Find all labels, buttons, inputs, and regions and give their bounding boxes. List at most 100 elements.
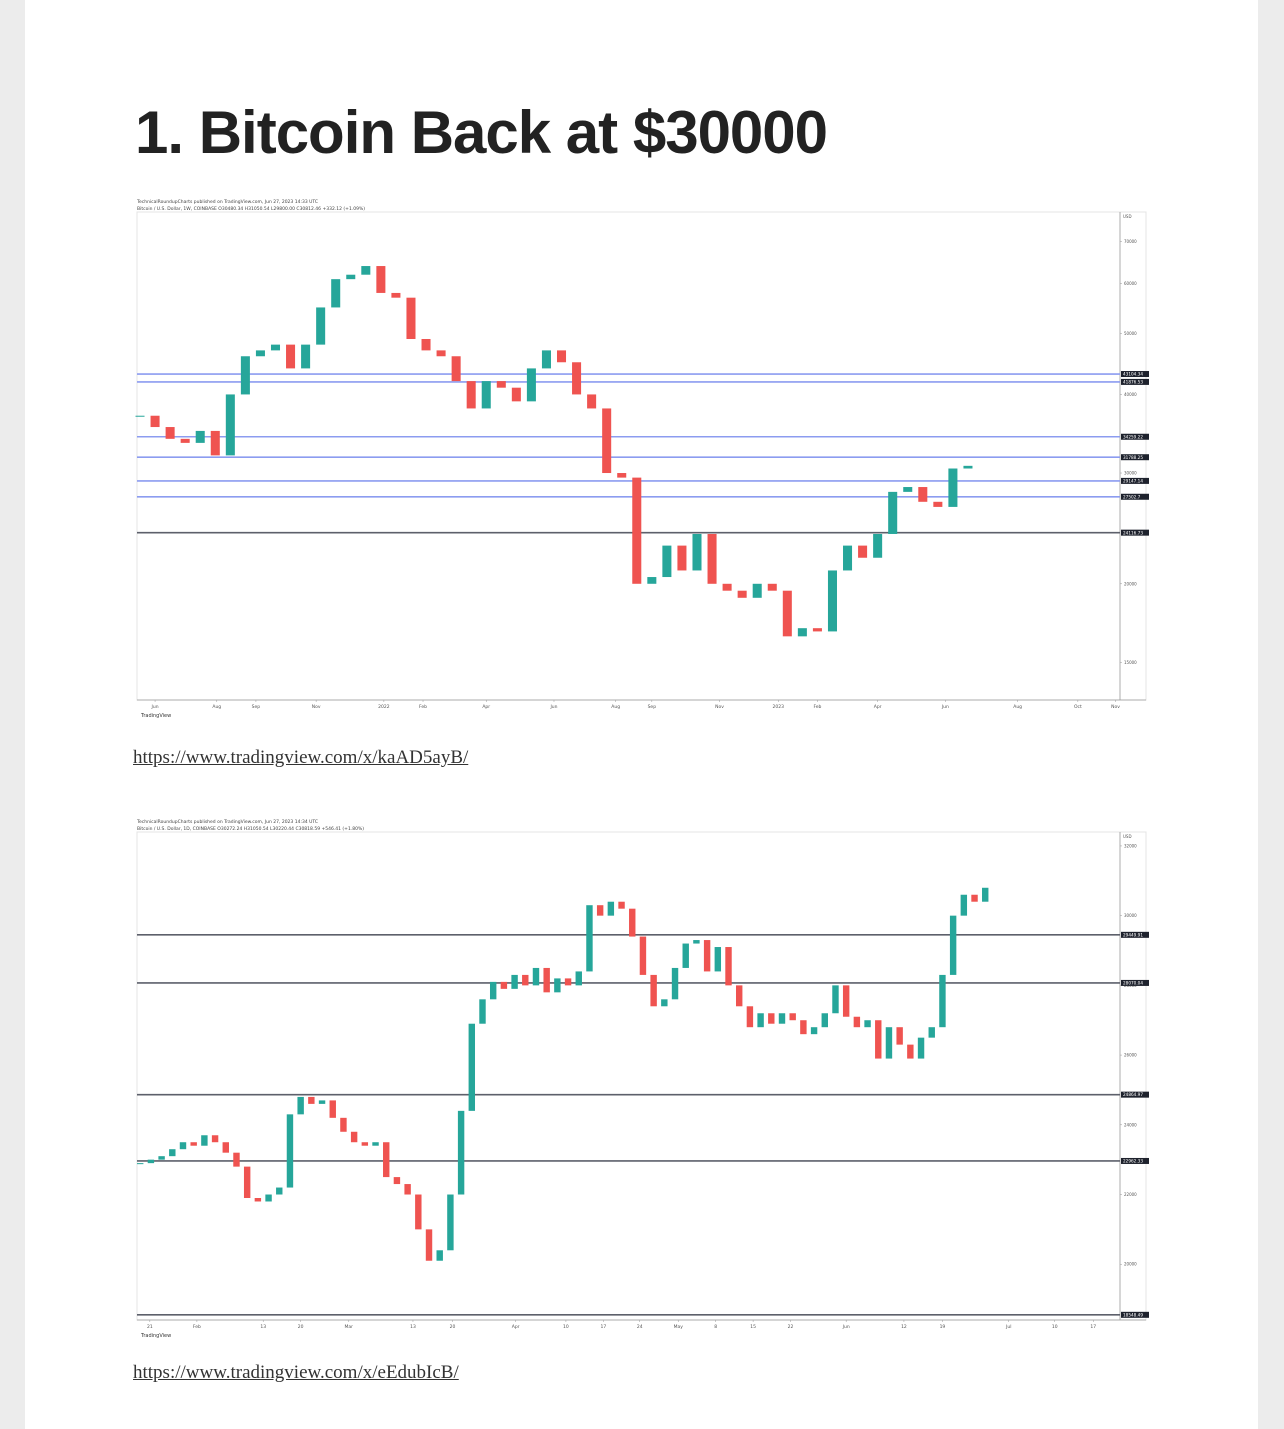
candle-body: [331, 279, 341, 308]
candle-body: [662, 545, 672, 578]
x-tick-label: 19: [940, 1324, 946, 1330]
candle-body: [180, 438, 190, 443]
candle-body: [451, 356, 461, 382]
x-tick-label: 15: [750, 1324, 756, 1330]
candle-body: [255, 350, 265, 357]
candle-body: [404, 1184, 411, 1195]
candle-body: [169, 1149, 176, 1157]
x-tick-label: 2023: [773, 704, 785, 710]
candle-body: [677, 545, 687, 571]
candle-body: [243, 1166, 251, 1198]
x-tick-label: 17: [600, 1324, 606, 1330]
candle-body: [917, 1037, 925, 1059]
level-label: 34259.22: [1123, 434, 1143, 439]
level-tag: [1121, 477, 1149, 484]
candle-body: [707, 533, 717, 584]
candle-body: [532, 967, 540, 986]
candle-body: [201, 1135, 208, 1146]
level-label: 27502.7: [1123, 494, 1141, 499]
candle-body: [647, 577, 657, 584]
chart: TechnicalRoundupCharts published on Trad…: [136, 819, 1149, 1339]
chart-subtitle: Bitcoin / U.S. Dollar, 1W, COINBASE O304…: [137, 206, 365, 212]
x-tick-label: 8: [714, 1324, 717, 1330]
candle-body: [316, 307, 326, 345]
candle-body: [496, 381, 506, 388]
candle-body: [639, 936, 647, 975]
candle-body: [158, 1156, 165, 1160]
candle-body: [286, 1114, 294, 1188]
candle-body: [939, 974, 946, 1028]
axis-unit: USD: [1123, 834, 1132, 839]
candle-body: [587, 394, 597, 409]
candle-body: [522, 974, 529, 986]
y-tick-label: 40000: [1124, 392, 1137, 397]
candle-body: [903, 487, 913, 492]
candle-body: [556, 350, 567, 363]
candle-body: [526, 368, 536, 402]
candle-body: [466, 381, 476, 409]
link[interactable]: https://www.tradingview.com/x/kaAD5ayB/: [133, 747, 469, 768]
candle-body: [692, 533, 702, 571]
candle-body: [789, 1013, 796, 1021]
candle-body: [391, 292, 401, 298]
candle-body: [800, 1020, 807, 1035]
candle-body: [346, 274, 356, 280]
candle-body: [225, 394, 235, 456]
candle-body: [650, 974, 657, 1007]
x-tick-label: Aug: [611, 704, 620, 710]
x-tick-label: Apr: [874, 704, 882, 710]
candle-body: [329, 1100, 336, 1118]
brand: TradingView: [140, 713, 171, 719]
x-tick-label: May: [674, 1324, 684, 1330]
candle-body: [617, 473, 627, 478]
candle-body: [928, 1027, 935, 1038]
candle-body: [875, 1020, 882, 1059]
candle-body: [661, 999, 668, 1007]
candle-body: [479, 999, 486, 1024]
candle-body: [607, 901, 615, 916]
y-tick-label: 20000: [1124, 581, 1137, 586]
level-tag: [1121, 378, 1149, 385]
candle-body: [778, 1013, 786, 1024]
candle-body: [270, 344, 281, 351]
y-tick-label: 32000: [1124, 843, 1137, 848]
candle-body: [340, 1117, 347, 1132]
candle-body: [308, 1096, 315, 1104]
candle-body: [421, 338, 431, 351]
candle-body: [318, 1100, 326, 1104]
axis-unit: USD: [1123, 214, 1132, 219]
candle-body: [233, 1152, 240, 1167]
candle-body: [797, 628, 807, 637]
candle-body: [596, 905, 604, 916]
candle-body: [150, 415, 160, 428]
candle-body: [832, 985, 839, 1014]
y-tick-label: 22000: [1124, 1192, 1137, 1197]
y-tick-label: 15000: [1124, 660, 1137, 665]
level-tag: [1121, 1157, 1149, 1164]
candle-body: [179, 1142, 187, 1150]
plot-frame: [136, 211, 1147, 701]
candle-body: [703, 940, 711, 972]
candle-body: [286, 344, 296, 369]
candle-body: [768, 1013, 775, 1024]
x-tick-label: Feb: [419, 704, 427, 710]
y-tick-label: 70000: [1124, 239, 1137, 244]
x-tick-label: Sep: [648, 704, 657, 710]
x-tick-label: 22: [788, 1324, 794, 1330]
candle-body: [301, 344, 311, 369]
level-tag: [1121, 931, 1149, 938]
link[interactable]: https://www.tradingview.com/x/eEdubIcB/: [133, 1362, 459, 1383]
candle-body: [767, 583, 777, 591]
candle-body: [383, 1142, 390, 1178]
candle-body: [372, 1142, 379, 1146]
candle-body: [481, 381, 491, 409]
x-tick-label: Jun: [842, 1324, 850, 1330]
candle-body: [210, 430, 220, 456]
x-tick-label: Jun: [151, 704, 159, 710]
candle-body: [982, 887, 989, 902]
x-tick-label: 2022: [378, 704, 390, 710]
level-label: 41876.53: [1123, 380, 1143, 385]
brand: TradingView: [140, 1333, 171, 1339]
x-tick-label: Mar: [345, 1324, 354, 1330]
level-label: 24864.97: [1123, 1092, 1143, 1097]
